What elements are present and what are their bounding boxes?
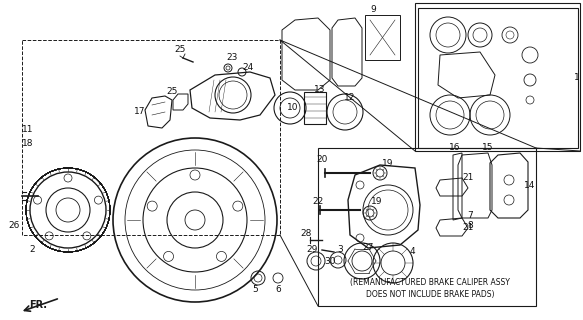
Bar [415,3,580,151]
Text: 25: 25 [174,45,186,54]
Text: 2: 2 [29,245,35,254]
Text: 21: 21 [462,173,473,182]
Text: 8: 8 [467,220,473,229]
Text: 26: 26 [8,220,20,229]
Bar [318,148,536,306]
Text: (REMANUFACTURED BRAKE CALIPER ASSY: (REMANUFACTURED BRAKE CALIPER ASSY [350,277,510,286]
Text: 7: 7 [467,211,473,220]
Text: 3: 3 [337,244,343,253]
Text: 14: 14 [524,180,536,189]
Text: 10: 10 [287,103,298,113]
Text: 30: 30 [324,258,336,267]
Text: 21: 21 [462,223,473,233]
Text: 23: 23 [226,53,238,62]
Text: 6: 6 [275,285,281,294]
Text: FR.: FR. [29,300,47,310]
Text: 24: 24 [243,63,254,73]
Text: 18: 18 [22,139,34,148]
Text: 29: 29 [306,244,318,253]
Text: 15: 15 [482,143,494,153]
Bar [418,8,578,148]
Text: 1: 1 [574,74,580,83]
Text: 11: 11 [22,125,34,134]
Text: 22: 22 [312,197,324,206]
Text: 9: 9 [370,5,376,14]
Text: DOES NOT INCLUDE BRAKE PADS): DOES NOT INCLUDE BRAKE PADS) [366,290,494,299]
Text: 27: 27 [362,244,374,252]
Text: 5: 5 [252,285,258,294]
Text: 20: 20 [317,156,328,164]
Text: 19: 19 [371,197,383,206]
Text: 17: 17 [134,108,146,116]
Bar [22,40,280,235]
Text: 25: 25 [166,87,178,97]
Text: 4: 4 [409,247,415,257]
Text: 13: 13 [314,85,326,94]
Bar [365,15,400,60]
Text: 16: 16 [449,143,461,153]
Text: 12: 12 [345,93,356,102]
Bar [304,92,326,124]
Text: 28: 28 [300,228,312,237]
Text: 19: 19 [382,158,394,167]
